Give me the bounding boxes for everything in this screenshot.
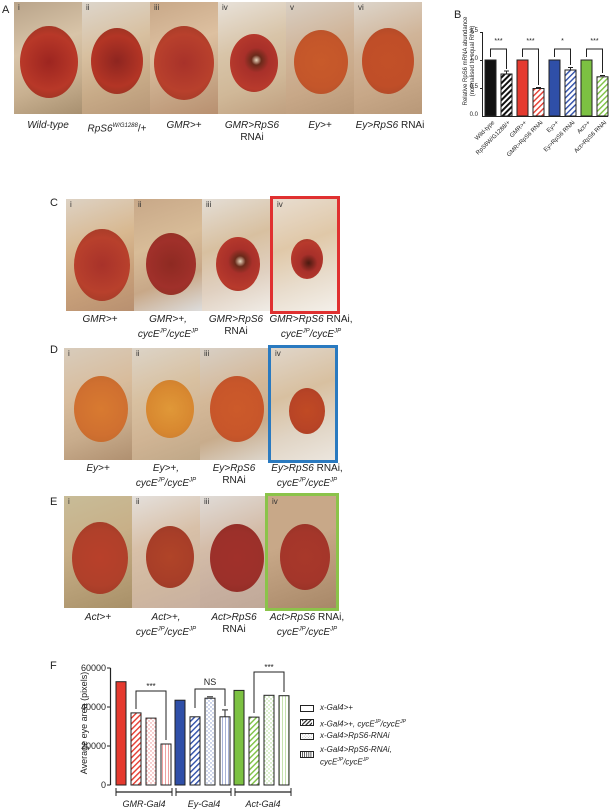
y-axis [482,32,483,116]
caption-e-ii: Act>+, cycEJP/cycEJP [135,612,197,639]
y-tick: 60000 [80,663,106,673]
caption-c-iv: GMR>RpS6 RNAi, cycEJP/cycEJP [269,314,353,341]
eye-photo-c-iii: iii [202,199,270,311]
caption-c-i: GMR>+ [82,314,118,325]
significance-label: * [561,38,564,45]
caption-e-iii: Act>RpS6 RNAi [211,612,257,635]
legend-swatch-diagonal [300,719,314,726]
significance-label: *** [264,663,274,672]
caption-d-ii: Ey>+, cycEJP/cycEJP [135,463,197,490]
panel-b-label: B [454,9,462,21]
eye-photo-rps6-mutant: ii [82,2,150,114]
caption-gmr-rps6-rnai: GMR>RpS6 RNAi [224,120,280,143]
caption-wild-type: Wild-type [27,120,69,131]
eye-photo-c-ii: ii [134,199,202,311]
caption-d-iii: Ey>RpS6 RNAi [212,463,256,486]
panel-e-label: E [50,496,58,508]
eye-photo-wild-type: i [14,2,82,114]
eye-photo-e-i: i [64,496,132,608]
caption-ey-control: Ey>+ [308,120,332,131]
panel-a-label: A [2,4,10,16]
significance-label: NS [203,677,217,687]
caption-e-iv: Act>RpS6 RNAi, cycEJP/cycEJP [269,612,345,639]
y-tick: 20000 [80,741,106,751]
significance-label: *** [590,38,599,45]
panel-f-label: F [50,660,57,672]
y-tick: 0.5 [469,84,478,90]
eye-photo-d-iv-highlighted: iv [268,345,338,463]
panel-b-chart: 1.5 1.0 0.5 0.0 *** *** * *** Wild-type … [470,0,611,160]
caption-e-i: Act>+ [84,612,112,623]
eye-photo-c-iv-highlighted: iv [270,196,340,314]
panel-f-y-axis-label: Average eye area (pixels) [79,671,89,775]
x-group-label-ey: Ey-Gal4 [187,799,221,809]
significance-label: *** [146,682,156,691]
eye-photo-d-i: i [64,348,132,460]
y-tick: 1.5 [469,28,478,34]
legend-item: x-Gal4>+, cycEJP/cycEJP [300,717,406,730]
x-group-label-gmr: GMR-Gal4 [122,799,166,809]
eye-photo-e-ii: ii [132,496,200,608]
eye-photo-d-iii: iii [200,348,268,460]
caption-ey-rps6-rnai: Ey>RpS6 RNAi [355,120,425,131]
y-tick: 0.0 [469,112,478,118]
legend-item: x-Gal4>RpS6-RNAi, cycEJP/cycEJP [300,745,392,768]
caption-d-i: Ey>+ [86,463,110,474]
eye-photo-c-i: i [66,199,134,311]
panel-d-label: D [50,344,58,356]
significance-label: *** [526,38,535,45]
eye-photo-ey-rps6-rnai: vi [354,2,422,114]
legend-item: x-Gal4>RpS6-RNAi [300,731,390,741]
eye-photo-e-iii: iii [200,496,268,608]
panel-b-bars [484,48,609,117]
eye-photo-e-iv-highlighted: iv [265,493,339,611]
y-tick: 0 [100,780,106,790]
panel-c-label: C [50,197,58,209]
eye-photo-ey-control: v [286,2,354,114]
legend-item: x-Gal4>+ [300,703,353,713]
eye-photo-d-ii: ii [132,348,200,460]
y-tick: 40000 [80,702,106,712]
legend-swatch-dotted [300,733,314,740]
eye-photo-gmr-control: iii [150,2,218,114]
legend-swatch-vertical [300,751,314,758]
x-axis [482,116,608,117]
eye-photo-gmr-rps6-rnai: iv [218,2,286,114]
caption-rps6-mutant: RpS6W/G1288/+ [87,123,147,135]
x-group-label-act: Act-Gal4 [245,799,281,809]
legend-swatch-solid [300,705,314,712]
caption-c-iii: GMR>RpS6 RNAi [208,314,264,337]
significance-label: *** [494,38,503,45]
y-tick: 1.0 [469,56,478,62]
caption-gmr-control: GMR>+ [166,120,202,131]
caption-d-iv: Ey>RpS6 RNAi, cycEJP/cycEJP [271,463,343,490]
caption-c-ii: GMR>+, cycEJP/cycEJP [137,314,199,341]
